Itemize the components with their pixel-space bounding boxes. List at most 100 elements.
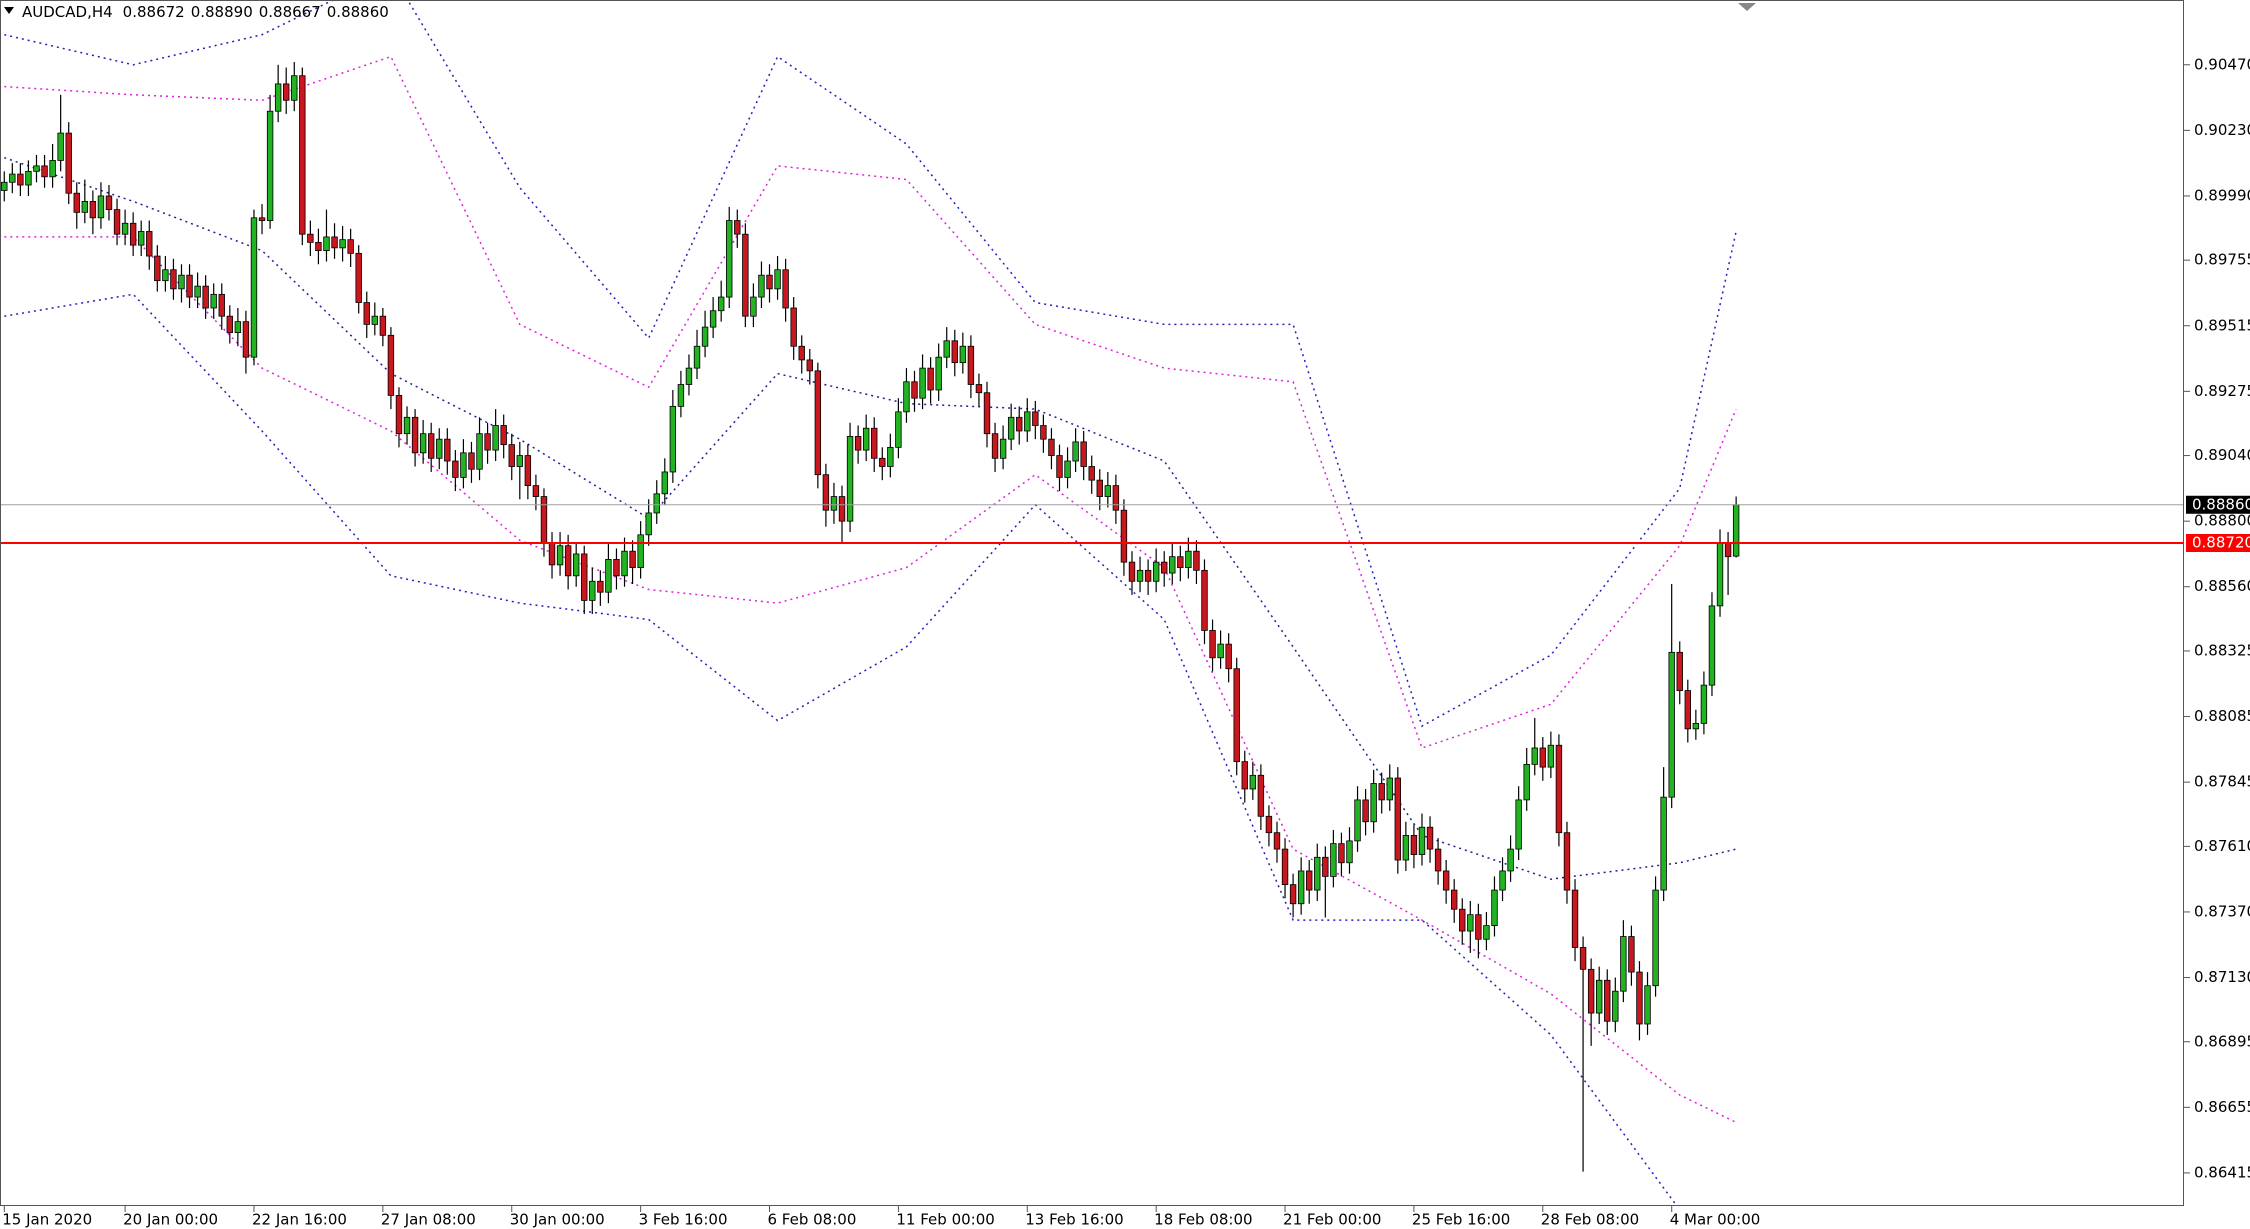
band-line [4, 293, 1678, 1206]
candle-body [1177, 556, 1184, 569]
y-tick-label: 0.86415 [2194, 1163, 2250, 1181]
close-price: 0.88860 [327, 3, 389, 21]
candle-body [1595, 979, 1603, 1014]
candle-body [97, 195, 105, 219]
candle-body [1088, 466, 1095, 481]
candle-body [943, 340, 950, 358]
candle-body [363, 302, 370, 325]
candle-body [581, 553, 588, 601]
candle-body [146, 231, 153, 257]
candle-body [1225, 643, 1232, 670]
candle-body [170, 269, 177, 290]
candle-body [1684, 690, 1692, 730]
candle-body [524, 455, 532, 487]
candle-body [1563, 832, 1571, 891]
candle-body [476, 433, 483, 470]
x-tick-label: 25 Feb 16:00 [1412, 1211, 1510, 1229]
candle-body [1499, 870, 1506, 891]
candle-body [57, 132, 64, 161]
candle-body [1281, 848, 1289, 886]
candle-body [1338, 843, 1345, 864]
candle-body [1330, 843, 1337, 877]
candle-body [1257, 774, 1265, 817]
bid-line-box [2186, 495, 2250, 514]
symbol: AUDCAD,H4 [22, 3, 113, 21]
x-tick-label: 30 Jan 00:00 [510, 1211, 605, 1229]
candle-body [846, 436, 854, 522]
candle-body [1249, 774, 1257, 790]
candle-body [1491, 889, 1498, 927]
candle-body [468, 452, 475, 470]
candle-body [436, 438, 443, 459]
candle-body [1152, 561, 1160, 582]
candle-body [1080, 441, 1087, 467]
y-tick-label: 0.90470 [2194, 55, 2250, 73]
candle-body [1314, 856, 1321, 891]
candle-body [1587, 968, 1595, 1014]
candle-body [1241, 761, 1248, 790]
candle-body [444, 438, 451, 462]
candle-body [822, 474, 830, 511]
candle-body [895, 411, 902, 448]
candle-body [419, 433, 427, 454]
candle-body [1539, 747, 1547, 768]
candle-body [347, 239, 354, 254]
candle-body [1193, 550, 1200, 571]
low-price: 0.88667 [259, 3, 321, 21]
candle-body [959, 345, 967, 364]
candle-body [1660, 796, 1667, 891]
scroll-marker [1738, 3, 1756, 11]
candle-body [935, 356, 942, 391]
y-tick-label: 0.88085 [2194, 707, 2250, 725]
candle-body [758, 274, 765, 298]
candle-body [121, 222, 129, 235]
candle-body [1426, 826, 1434, 850]
candle-body [677, 384, 685, 407]
candle-body [597, 580, 604, 593]
candle-body [411, 416, 419, 454]
candle-body [129, 222, 137, 246]
candle-body [379, 315, 387, 336]
candle-body [1136, 569, 1144, 582]
candle-body [1531, 747, 1538, 765]
candle-body [1096, 479, 1103, 497]
candle-body [1161, 561, 1168, 574]
candle-body [1418, 826, 1426, 855]
level-line-label: 0.88720 [2192, 534, 2250, 552]
candle-body [774, 269, 781, 290]
candle-body [1297, 870, 1305, 905]
candle-body [1048, 438, 1055, 456]
candle-body [508, 444, 515, 467]
level-line-box [2186, 534, 2250, 553]
candle-body [911, 381, 918, 399]
candle-body [162, 269, 169, 282]
candle-body [81, 201, 89, 213]
candle-body [1547, 744, 1555, 768]
candle-body [734, 220, 741, 235]
candle-body [1708, 605, 1716, 686]
menu-arrow[interactable] [4, 7, 14, 14]
candle-body [1024, 411, 1031, 432]
candle-body [572, 553, 580, 577]
y-tick-label: 0.89990 [2194, 186, 2250, 204]
candle-body [1032, 411, 1039, 426]
candle-body [315, 242, 322, 252]
y-tick-label: 0.90230 [2194, 121, 2250, 139]
candle-body [484, 433, 491, 451]
candle-body [742, 233, 749, 317]
candle-body [919, 367, 926, 399]
candle-body [1016, 416, 1023, 432]
x-tick-label: 20 Jan 00:00 [123, 1211, 218, 1229]
candle-body [1555, 744, 1563, 834]
candle-body [589, 580, 596, 601]
candle-body [653, 493, 660, 514]
x-tick-label: 13 Feb 16:00 [1025, 1211, 1123, 1229]
candle-body [266, 110, 274, 221]
x-tick-label: 27 Jan 08:00 [381, 1211, 476, 1229]
candle-body [532, 485, 540, 497]
candle-body [1475, 914, 1482, 940]
candle-body [355, 252, 362, 303]
candle-body [1056, 455, 1063, 478]
